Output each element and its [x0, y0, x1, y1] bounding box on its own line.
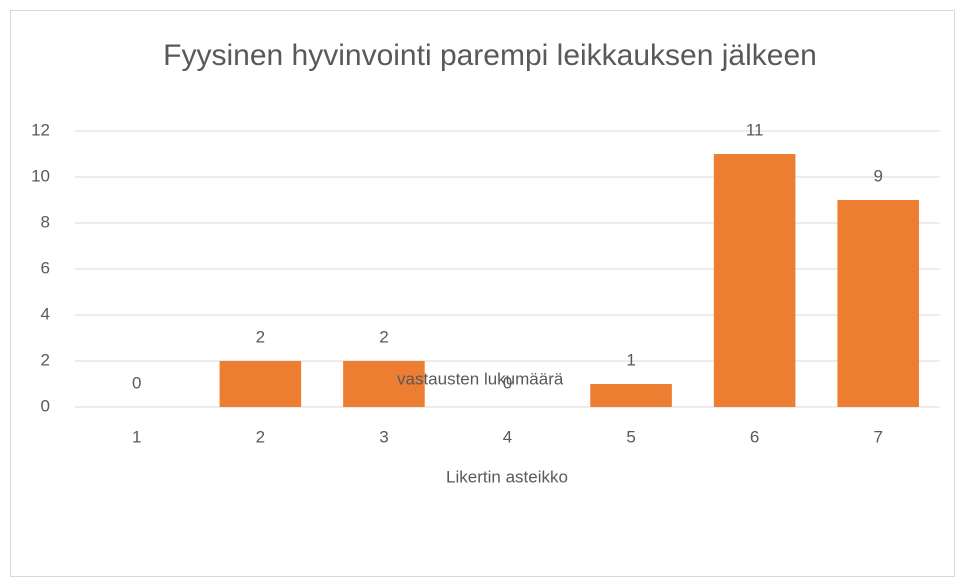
x-tick-label: 1	[132, 427, 141, 446]
data-label: 11	[746, 120, 764, 139]
y-tick-label: 2	[41, 350, 50, 369]
y-tick-label: 8	[41, 212, 50, 231]
chart-border	[10, 10, 955, 577]
data-label: 0	[503, 373, 512, 392]
x-tick-label: 5	[626, 427, 635, 446]
legend-label: vastausten lukumäärä	[397, 369, 564, 388]
bar	[713, 154, 796, 407]
y-tick-label: 0	[41, 396, 50, 415]
x-tick-label: 2	[256, 427, 265, 446]
legend-swatch	[381, 373, 393, 385]
y-tick-label: 6	[41, 258, 50, 277]
data-label: 1	[626, 350, 635, 369]
chart-title: Fyysinen hyvinvointi parempi leikkauksen…	[163, 39, 817, 72]
y-tick-label: 12	[31, 120, 50, 139]
bar	[837, 200, 919, 407]
data-label: 9	[873, 166, 882, 185]
x-axis-label: Likertin asteikko	[446, 467, 568, 486]
data-label: 2	[379, 327, 388, 346]
x-tick-label: 6	[750, 427, 759, 446]
y-tick-label: 10	[31, 166, 50, 185]
data-label: 2	[256, 327, 265, 346]
x-tick-label: 7	[873, 427, 882, 446]
x-tick-label: 3	[379, 427, 388, 446]
bar	[219, 361, 302, 407]
data-label: 0	[132, 373, 141, 392]
y-tick-label: 4	[41, 304, 50, 323]
bar	[590, 384, 672, 407]
x-tick-label: 4	[503, 427, 512, 446]
